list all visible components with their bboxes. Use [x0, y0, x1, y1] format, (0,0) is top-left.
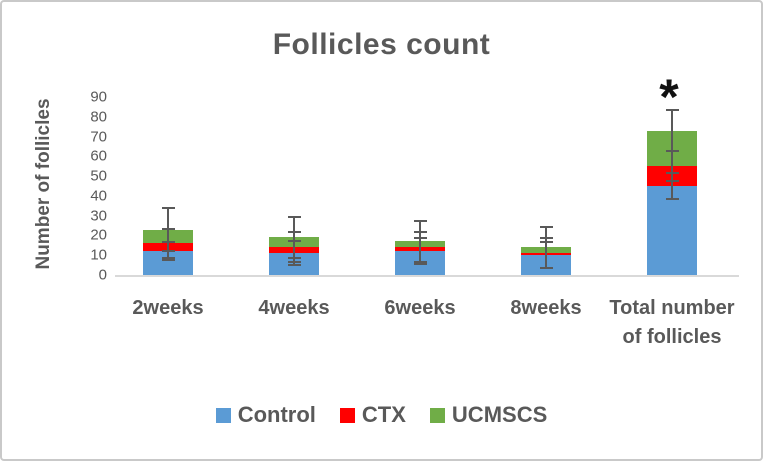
y-tick-label: 70 — [90, 128, 107, 146]
x-tick-label: 2weeks — [132, 297, 204, 319]
x-tick-label: 6weeks — [384, 297, 456, 319]
error-bar-cap-top — [161, 206, 175, 209]
x-tick-label: Total number of follicles — [609, 297, 735, 348]
error-bar-cap-bottom — [287, 264, 301, 267]
y-tick-label: 20 — [90, 226, 107, 244]
error-bar-cap-bottom — [287, 261, 301, 264]
legend-swatch-icon — [339, 407, 355, 423]
error-bar-cap-bottom — [665, 150, 679, 153]
x-tick-label: 8weeks — [510, 297, 582, 319]
chart-title: Follicles count — [272, 28, 491, 61]
legend-swatch-icon — [215, 407, 231, 423]
y-tick-label: 40 — [90, 187, 107, 205]
error-bar-control — [671, 172, 673, 200]
x-tick-label: 4weeks — [258, 297, 330, 319]
error-bar-ucmscs — [293, 215, 295, 260]
legend-item-ucmscs: UCMSCS — [429, 402, 548, 428]
error-bar-cap-top — [287, 215, 301, 218]
y-tick-label: 10 — [90, 246, 107, 264]
y-tick-label: 30 — [90, 207, 107, 225]
legend-label: UCMSCS — [451, 402, 548, 427]
y-tick-label: 90 — [90, 88, 107, 106]
error-bar-cap-bottom — [413, 261, 427, 264]
legend-swatch-icon — [429, 407, 445, 423]
bar-segment-control — [647, 186, 697, 275]
y-tick-label: 60 — [90, 147, 107, 165]
error-bar-cap-top — [539, 225, 553, 228]
error-bar-cap-top — [665, 108, 679, 111]
y-tick-label: 50 — [90, 167, 107, 185]
legend-item-ctx: CTX — [339, 402, 406, 428]
error-bar-cap-bottom — [161, 250, 175, 253]
error-bar-cap-bottom — [287, 257, 301, 260]
error-bar-ucmscs — [545, 225, 547, 270]
error-bar-cap-bottom — [665, 180, 679, 183]
error-bar-cap-bottom — [539, 267, 553, 270]
x-axis-line — [115, 275, 739, 277]
error-bar-ucmscs — [671, 108, 673, 153]
legend-label: CTX — [361, 402, 406, 427]
significance-asterisk: * — [659, 69, 679, 125]
legend-label: Control — [237, 402, 316, 427]
legend: Control CTX UCMSCS — [2, 402, 761, 428]
bar-segment-control — [143, 251, 193, 275]
y-axis-title: Number of follicles — [33, 98, 54, 270]
error-bar-cap-top — [413, 219, 427, 222]
error-bar-cap-bottom — [161, 259, 175, 262]
error-bar-ctx — [671, 150, 673, 183]
error-bar-cap-bottom — [665, 197, 679, 200]
y-tick-label: 0 — [98, 266, 107, 284]
y-tick-label: 80 — [90, 108, 107, 126]
error-bar-ucmscs — [167, 206, 169, 253]
error-bar-cap-bottom — [161, 257, 175, 260]
error-bar-cap-bottom — [413, 263, 427, 266]
legend-item-control: Control — [215, 402, 316, 428]
error-bar-ucmscs — [419, 219, 421, 264]
